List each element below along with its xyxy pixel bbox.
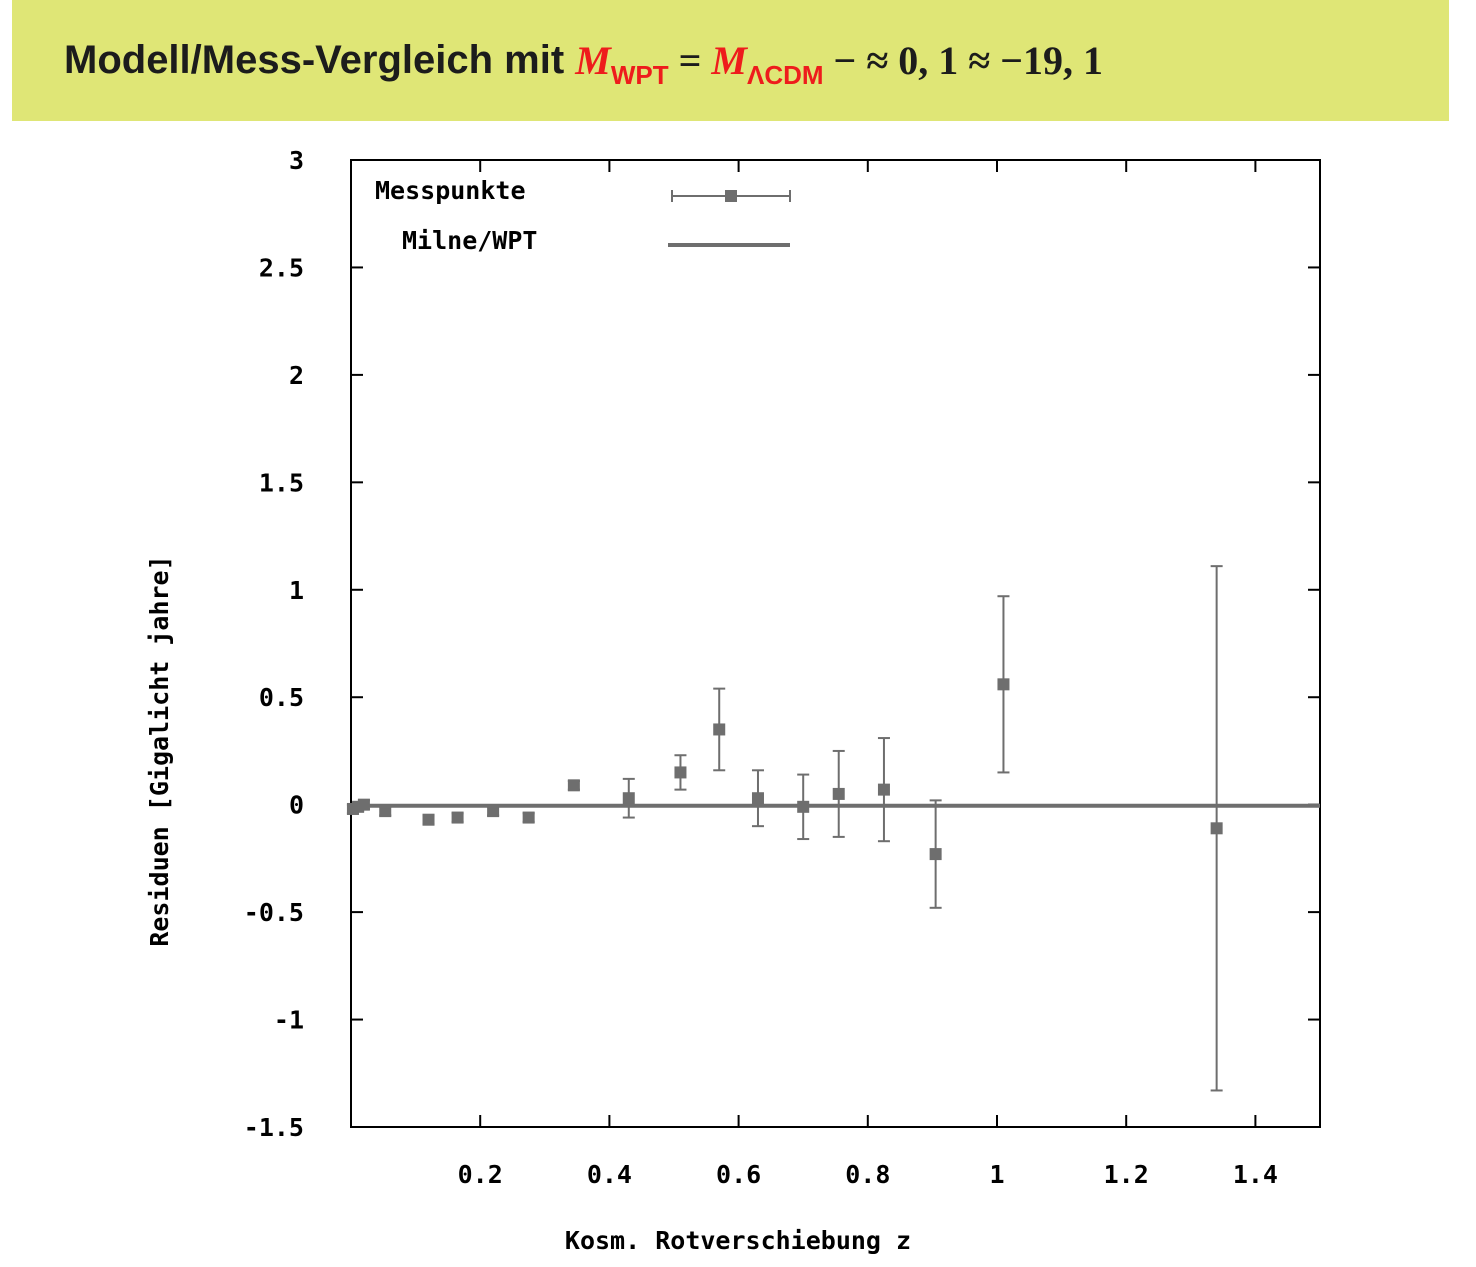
- data-point: [622, 792, 635, 805]
- data-point: [567, 779, 580, 792]
- x-axis-label: Kosm. Rotverschiebung z: [565, 1226, 911, 1255]
- data-point: [929, 848, 942, 861]
- y-tick-label: -0.5: [244, 898, 304, 927]
- data-point: [487, 805, 500, 818]
- y-tick-label: 2.5: [259, 253, 304, 282]
- legend: Messpunkte Milne/WPT: [375, 176, 791, 255]
- data-point: [751, 792, 764, 805]
- data-point: [997, 678, 1010, 691]
- y-tick-label: 0: [289, 791, 304, 820]
- x-tick-label: 0.4: [587, 1160, 632, 1189]
- data-point: [877, 783, 890, 796]
- title-bar: Modell/Mess-Vergleich mit MWPT = MΛCDM −…: [12, 0, 1449, 121]
- x-tick-label: 0.6: [716, 1160, 761, 1189]
- x-tick-label: 1.4: [1233, 1160, 1278, 1189]
- data-point: [451, 811, 464, 824]
- series-layer: [346, 565, 1320, 1092]
- y-tick-label: 0.5: [259, 683, 304, 712]
- title-formula: MWPT = MΛCDM − ≈ 0, 1 ≈ −19, 1: [575, 37, 1104, 90]
- data-point: [379, 805, 392, 818]
- x-tick-label: 1.2: [1104, 1160, 1149, 1189]
- data-point: [713, 723, 726, 736]
- y-axis-label: Residuen [Gigalicht jahre]: [145, 555, 174, 946]
- axes: 3 2.5 2 1.5 1 0.5 0 -0.5 -1 -1.5 0.2 0.4 0.6 0.8 1 1.2 1…: [244, 146, 1321, 1189]
- data-point: [674, 766, 687, 779]
- y-tick-label: 1: [289, 576, 304, 605]
- legend-label-milne-wpt: Milne/WPT: [402, 226, 537, 255]
- data-point: [522, 811, 535, 824]
- x-tick-label: 0.8: [845, 1160, 890, 1189]
- data-point: [422, 813, 435, 826]
- legend-label-messpunkte: Messpunkte: [375, 176, 526, 205]
- y-tick-label: 1.5: [259, 468, 304, 497]
- plot-frame: [350, 159, 1321, 1128]
- legend-point-sample: [725, 190, 737, 202]
- data-point: [1210, 822, 1223, 835]
- data-point: [832, 787, 845, 800]
- formula-rest: − ≈ 0, 1 ≈ −19, 1: [833, 38, 1104, 83]
- x-tick-label: 0.2: [458, 1160, 503, 1189]
- residuals-chart: 3 2.5 2 1.5 1 0.5 0 -0.5 -1 -1.5 0.2 0.4 0.6 0.8 1 1.2 1…: [145, 146, 1321, 1255]
- formula-equals: =: [678, 38, 702, 83]
- y-tick-label: -1: [274, 1006, 304, 1035]
- y-tick-label: -1.5: [244, 1113, 304, 1142]
- y-tick-label: 3: [289, 146, 304, 175]
- title-text: Modell/Mess-Vergleich mit: [64, 38, 565, 82]
- y-tick-label: 2: [289, 361, 304, 390]
- formula-m-lcdm: MΛCDM: [711, 38, 824, 90]
- formula-m-wpt: MWPT: [575, 38, 669, 90]
- x-tick-label: 1: [989, 1160, 1004, 1189]
